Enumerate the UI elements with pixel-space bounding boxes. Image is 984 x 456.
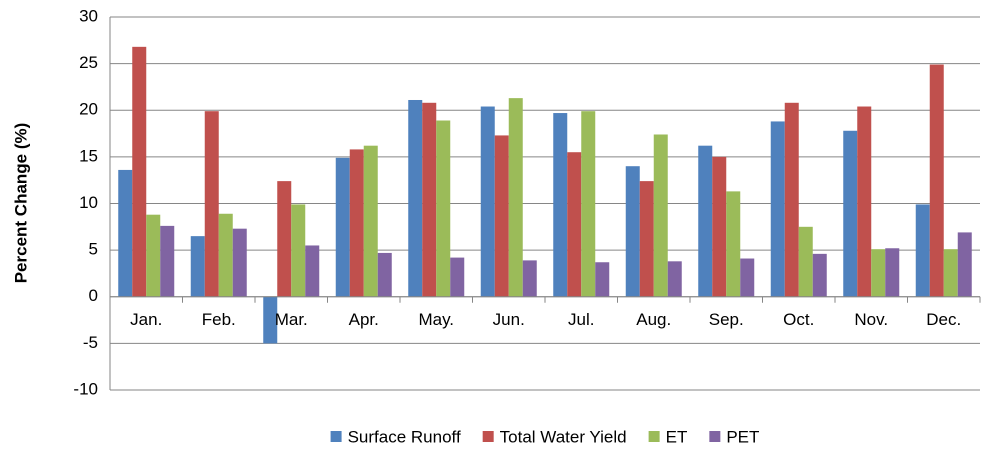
bar (408, 99, 423, 297)
bar (770, 121, 785, 297)
x-tick-label: Jan. (130, 310, 162, 329)
bar (885, 248, 900, 297)
bar (653, 134, 668, 297)
x-tick-label: Apr. (349, 310, 379, 329)
bar (377, 252, 392, 297)
x-tick-label: Oct. (783, 310, 814, 329)
x-tick-label: Mar. (275, 310, 308, 329)
y-tick-label: -5 (83, 333, 98, 352)
bar (190, 236, 205, 297)
y-axis-label: Percent Change (%) (11, 123, 30, 284)
y-tick-label: -10 (73, 379, 98, 398)
x-tick-label: Sep. (709, 310, 744, 329)
bar (667, 261, 682, 297)
x-tick-label: Feb. (202, 310, 236, 329)
y-tick-label: 15 (79, 146, 98, 165)
bar (422, 102, 437, 297)
bar (857, 106, 872, 297)
legend-label: Surface Runoff (348, 427, 461, 446)
legend-label: PET (726, 427, 759, 446)
bar (553, 113, 568, 297)
bar (508, 98, 523, 297)
bar (915, 204, 930, 297)
bar (812, 253, 827, 297)
bar (363, 145, 378, 297)
x-tick-label: May. (418, 310, 454, 329)
bar (595, 262, 610, 297)
bar (784, 102, 799, 297)
y-tick-label: 30 (79, 6, 98, 25)
y-tick-label: 0 (89, 286, 98, 305)
bar (798, 226, 813, 297)
bar (843, 130, 858, 297)
bar (118, 169, 133, 297)
y-tick-label: 20 (79, 100, 98, 119)
legend-label: Total Water Yield (500, 427, 627, 446)
bar (480, 106, 495, 297)
x-tick-label: Dec. (926, 310, 961, 329)
legend-swatch (482, 431, 494, 442)
bar (522, 260, 537, 297)
legend-swatch (709, 431, 721, 442)
bar (943, 249, 958, 297)
bar (871, 249, 886, 297)
x-tick-label: Nov. (854, 310, 888, 329)
bar (726, 191, 741, 297)
y-tick-label: 5 (89, 240, 98, 259)
bar (957, 232, 972, 297)
legend-label: ET (666, 427, 688, 446)
bar (698, 145, 713, 297)
bar (335, 157, 350, 297)
bar (567, 152, 582, 297)
y-tick-label: 25 (79, 53, 98, 72)
bar (305, 245, 320, 297)
x-tick-label: Jul. (568, 310, 594, 329)
bar (494, 135, 509, 297)
x-tick-label: Jun. (493, 310, 525, 329)
bar (436, 120, 451, 297)
bar (263, 296, 278, 344)
bar (204, 111, 219, 297)
bar (160, 225, 175, 297)
bar (581, 111, 596, 297)
bar (146, 214, 161, 297)
bar (639, 181, 654, 297)
bar (291, 204, 306, 297)
bar (277, 181, 292, 297)
bar (625, 166, 640, 297)
legend-swatch (648, 431, 660, 442)
bar (712, 156, 727, 297)
y-tick-label: 10 (79, 193, 98, 212)
x-tick-label: Aug. (636, 310, 671, 329)
bar (132, 46, 147, 297)
bar (232, 228, 247, 297)
bar (929, 64, 944, 297)
bar (740, 258, 755, 297)
bar (450, 257, 465, 297)
bar (218, 213, 233, 297)
bar (349, 149, 364, 297)
legend-swatch (330, 431, 342, 442)
